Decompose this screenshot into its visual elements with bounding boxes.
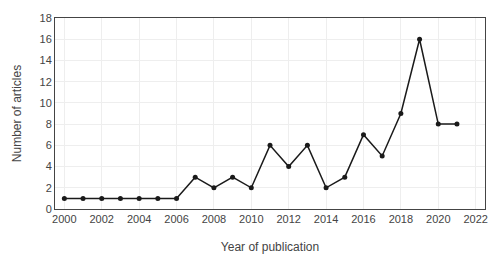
svg-text:8: 8 [46,118,52,130]
svg-text:2008: 2008 [202,213,226,225]
svg-text:2: 2 [46,182,52,194]
svg-text:16: 16 [40,33,52,45]
svg-text:18: 18 [40,12,52,24]
svg-text:2004: 2004 [127,213,151,225]
svg-text:4: 4 [46,160,52,172]
svg-text:2018: 2018 [389,213,413,225]
svg-text:6: 6 [46,139,52,151]
svg-text:2012: 2012 [276,213,300,225]
svg-text:2020: 2020 [426,213,450,225]
svg-text:2014: 2014 [314,213,338,225]
svg-text:14: 14 [40,54,52,66]
svg-text:Number of articles: Number of articles [10,65,24,162]
svg-text:2002: 2002 [89,213,113,225]
svg-text:0: 0 [46,203,52,215]
svg-text:2000: 2000 [52,213,76,225]
svg-text:2006: 2006 [164,213,188,225]
svg-text:10: 10 [40,97,52,109]
svg-text:2016: 2016 [351,213,375,225]
svg-text:12: 12 [40,76,52,88]
svg-text:Year of publication: Year of publication [221,240,319,254]
svg-text:2022: 2022 [463,213,487,225]
svg-text:2010: 2010 [239,213,263,225]
